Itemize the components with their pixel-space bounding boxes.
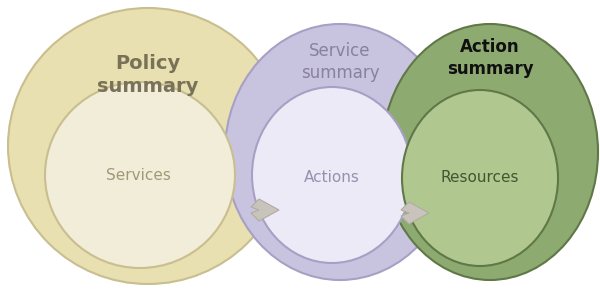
Ellipse shape xyxy=(225,24,455,280)
Ellipse shape xyxy=(252,87,412,263)
Text: Resources: Resources xyxy=(441,171,519,185)
Text: Action
summary: Action summary xyxy=(446,38,533,78)
Ellipse shape xyxy=(8,8,288,284)
Text: Services: Services xyxy=(106,168,170,182)
Text: Actions: Actions xyxy=(304,171,360,185)
Polygon shape xyxy=(251,199,279,221)
Ellipse shape xyxy=(382,24,598,280)
Ellipse shape xyxy=(45,82,235,268)
Ellipse shape xyxy=(402,90,558,266)
Text: Policy
summary: Policy summary xyxy=(97,54,199,96)
Text: Service
summary: Service summary xyxy=(301,42,379,82)
Polygon shape xyxy=(401,202,429,224)
